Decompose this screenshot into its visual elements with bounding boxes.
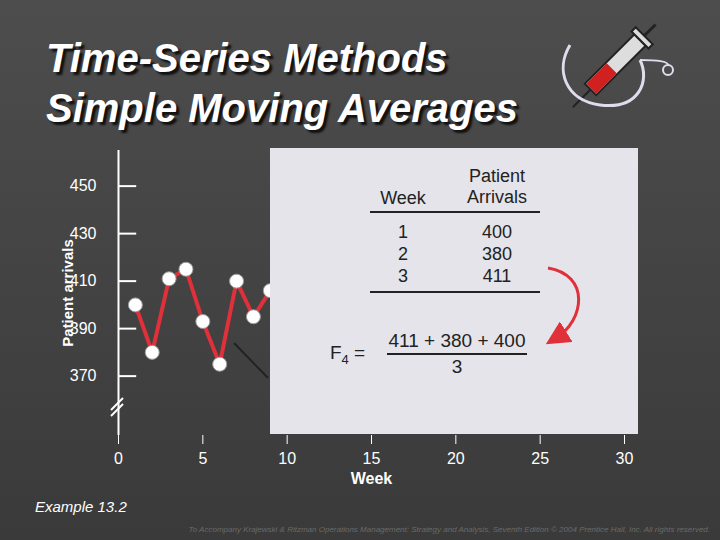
html-text:To Accompany Krajewski & Ritzm: To Accompany Krajewski & Ritzman Operati… xyxy=(188,525,710,534)
svg-text:Week: Week xyxy=(351,470,393,487)
svg-text:Patient arrivals: Patient arrivals xyxy=(59,239,76,347)
html-text:Example 13.2: Example 13.2 xyxy=(35,498,127,515)
html-text:2: 2 xyxy=(398,244,408,264)
html-text:411: 411 xyxy=(482,266,512,286)
svg-text:370: 370 xyxy=(70,367,97,384)
html-text:3: 3 xyxy=(451,356,463,377)
svg-text:390: 390 xyxy=(69,319,97,337)
svg-text:430: 430 xyxy=(70,225,97,242)
svg-text:30: 30 xyxy=(616,450,634,467)
html-text:Simple Moving Averages: Simple Moving Averages xyxy=(46,86,518,130)
html-text:Arrivals: Arrivals xyxy=(467,187,527,207)
html-text:1: 1 xyxy=(398,222,408,242)
svg-text:20: 20 xyxy=(447,450,465,467)
html-text:F4=: F4= xyxy=(330,342,366,367)
svg-text:10: 10 xyxy=(278,450,296,467)
html-text:Week: Week xyxy=(380,188,426,208)
svg-text:0: 0 xyxy=(114,450,123,467)
html-text:Time-Series Methods: Time-Series Methods xyxy=(46,36,448,80)
html-text:3: 3 xyxy=(398,266,408,286)
svg-text:5: 5 xyxy=(198,450,207,467)
html-text:400: 400 xyxy=(482,222,512,242)
svg-text:25: 25 xyxy=(531,450,549,467)
svg-text:410: 410 xyxy=(69,272,97,290)
html-text:411 + 380 + 400: 411 + 380 + 400 xyxy=(388,330,526,351)
svg-text:450: 450 xyxy=(70,177,97,194)
svg-text:15: 15 xyxy=(363,450,381,467)
html-text:380: 380 xyxy=(482,244,512,264)
html-text:Patient: Patient xyxy=(469,166,525,186)
